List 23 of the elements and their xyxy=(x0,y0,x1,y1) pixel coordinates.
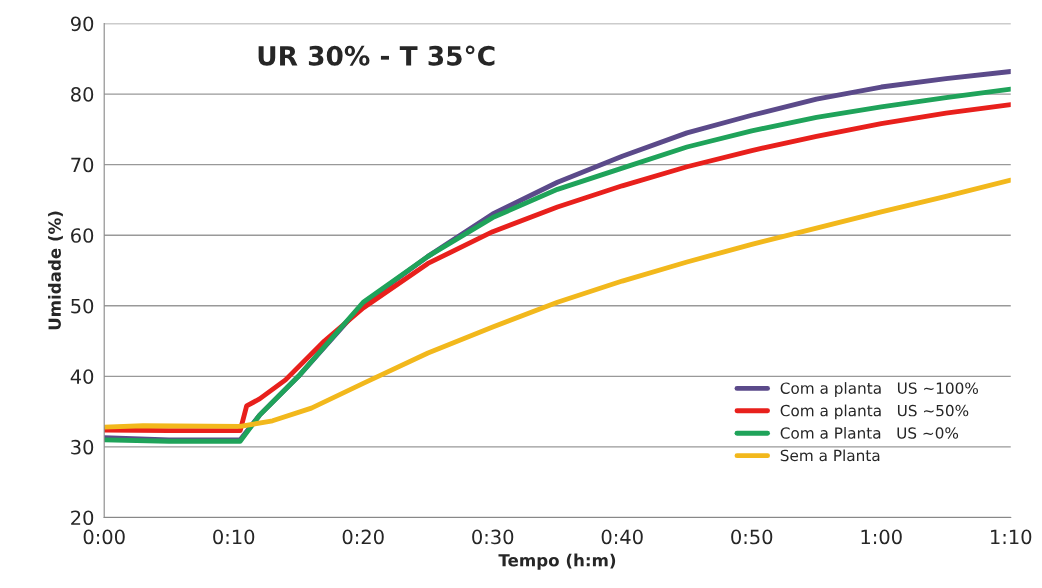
x-tick-label: 1:10 xyxy=(991,529,1032,545)
y-tick-label: 20 xyxy=(71,510,94,526)
y-tick-label: 30 xyxy=(71,439,94,455)
x-tick-label: 0:00 xyxy=(83,529,125,545)
x-tick-label: 0:20 xyxy=(342,529,384,545)
x-tick-label: 0:30 xyxy=(472,529,514,545)
y-tick-label: 70 xyxy=(71,157,94,173)
x-tick-label: 0:50 xyxy=(731,529,773,545)
y-tick-label: 90 xyxy=(70,16,94,32)
y-tick-label: 80 xyxy=(71,87,94,102)
legend-label: Com a planta US ~50% xyxy=(780,404,969,420)
y-axis-title: Umidade (%) xyxy=(48,211,63,330)
x-axis-title: Tempo (h:m) xyxy=(498,553,616,570)
y-tick-label: 60 xyxy=(71,228,94,243)
y-tick-label: 50 xyxy=(71,298,94,314)
x-tick-label: 1:00 xyxy=(861,529,902,545)
text: UR 30% - T 35°C xyxy=(258,45,495,66)
legend-label: Com a planta US ~100% xyxy=(780,382,979,397)
x-tick-label: 0:10 xyxy=(213,529,255,545)
legend-label: Com a Planta US ~0% xyxy=(780,426,959,439)
x-tick-label: 0:40 xyxy=(601,529,643,545)
legend-label: Sem a Planta xyxy=(780,449,880,462)
y-tick-label: 40 xyxy=(70,369,94,384)
